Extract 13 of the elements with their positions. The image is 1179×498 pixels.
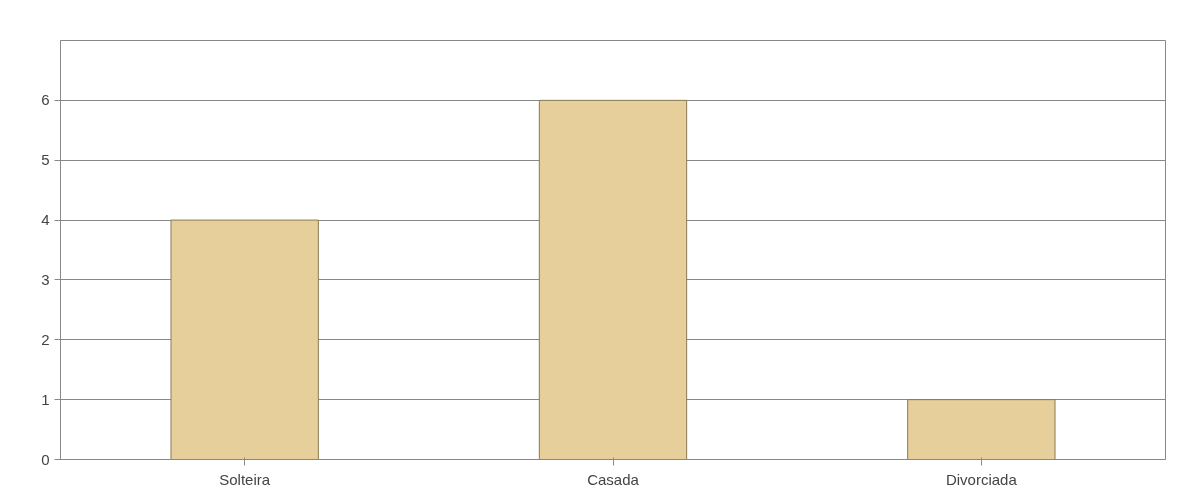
y-tick-label: 3 bbox=[41, 270, 50, 288]
y-tick-label: 5 bbox=[41, 151, 50, 169]
y-tick-label: 4 bbox=[41, 211, 50, 229]
x-tick-label: Divorciada bbox=[945, 470, 1018, 488]
y-tick-label: 0 bbox=[41, 450, 50, 468]
y-tick-label: 1 bbox=[41, 390, 50, 408]
x-tick-label: Casada bbox=[587, 470, 640, 488]
bar bbox=[907, 399, 1056, 460]
y-tick-label: 2 bbox=[41, 330, 50, 348]
bar bbox=[170, 219, 319, 460]
x-tick-label: Solteira bbox=[219, 470, 271, 488]
bar bbox=[538, 99, 688, 460]
y-tick-label: 6 bbox=[41, 91, 50, 109]
